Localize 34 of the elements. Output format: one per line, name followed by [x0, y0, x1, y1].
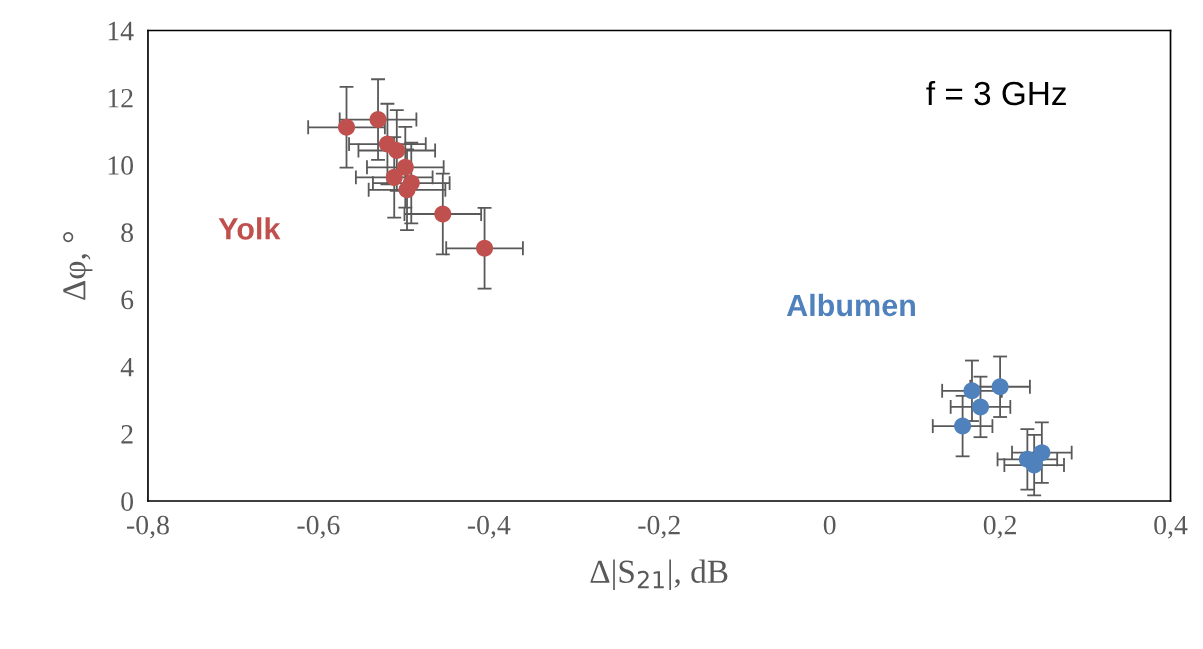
y-tick-label: 2 [121, 425, 133, 444]
text: Yolk [218, 217, 281, 240]
point [476, 239, 494, 257]
y-axis-title: Δφ, ° [63, 232, 93, 300]
point [338, 118, 356, 136]
x-tick-label: 0,2 [983, 515, 1016, 539]
annotation: f = 3 GHz [926, 80, 1066, 106]
x-axis-title: Δ|S$_{21}$|, dB [590, 559, 728, 590]
x-tick-label: 0,4 [1154, 515, 1188, 539]
point [385, 168, 403, 186]
point [991, 378, 1009, 396]
y-tick-label: 0 [121, 492, 134, 511]
point [369, 111, 387, 129]
y-tick-label: 8 [121, 223, 134, 243]
text: Albumen [786, 293, 915, 317]
point [971, 398, 989, 416]
x-tick-label: 0 [823, 515, 836, 535]
point [388, 141, 406, 159]
point [434, 205, 452, 223]
y-tick-label: 6 [121, 290, 134, 310]
y-tick-label: 14 [108, 21, 134, 41]
point [398, 181, 416, 199]
point [954, 417, 972, 435]
y-tick-label: 4 [120, 357, 134, 377]
point [1033, 444, 1051, 462]
x-tick-label: -0,4 [467, 515, 511, 539]
x-tick-label: -0,8 [127, 515, 169, 539]
x-tick-label: -0,6 [297, 515, 340, 539]
y-tick-label: 10 [108, 156, 134, 175]
x-tick-label: -0,2 [638, 515, 680, 539]
y-tick-label: 12 [108, 88, 133, 108]
point [396, 158, 414, 176]
point [1025, 456, 1043, 474]
point [963, 382, 981, 400]
